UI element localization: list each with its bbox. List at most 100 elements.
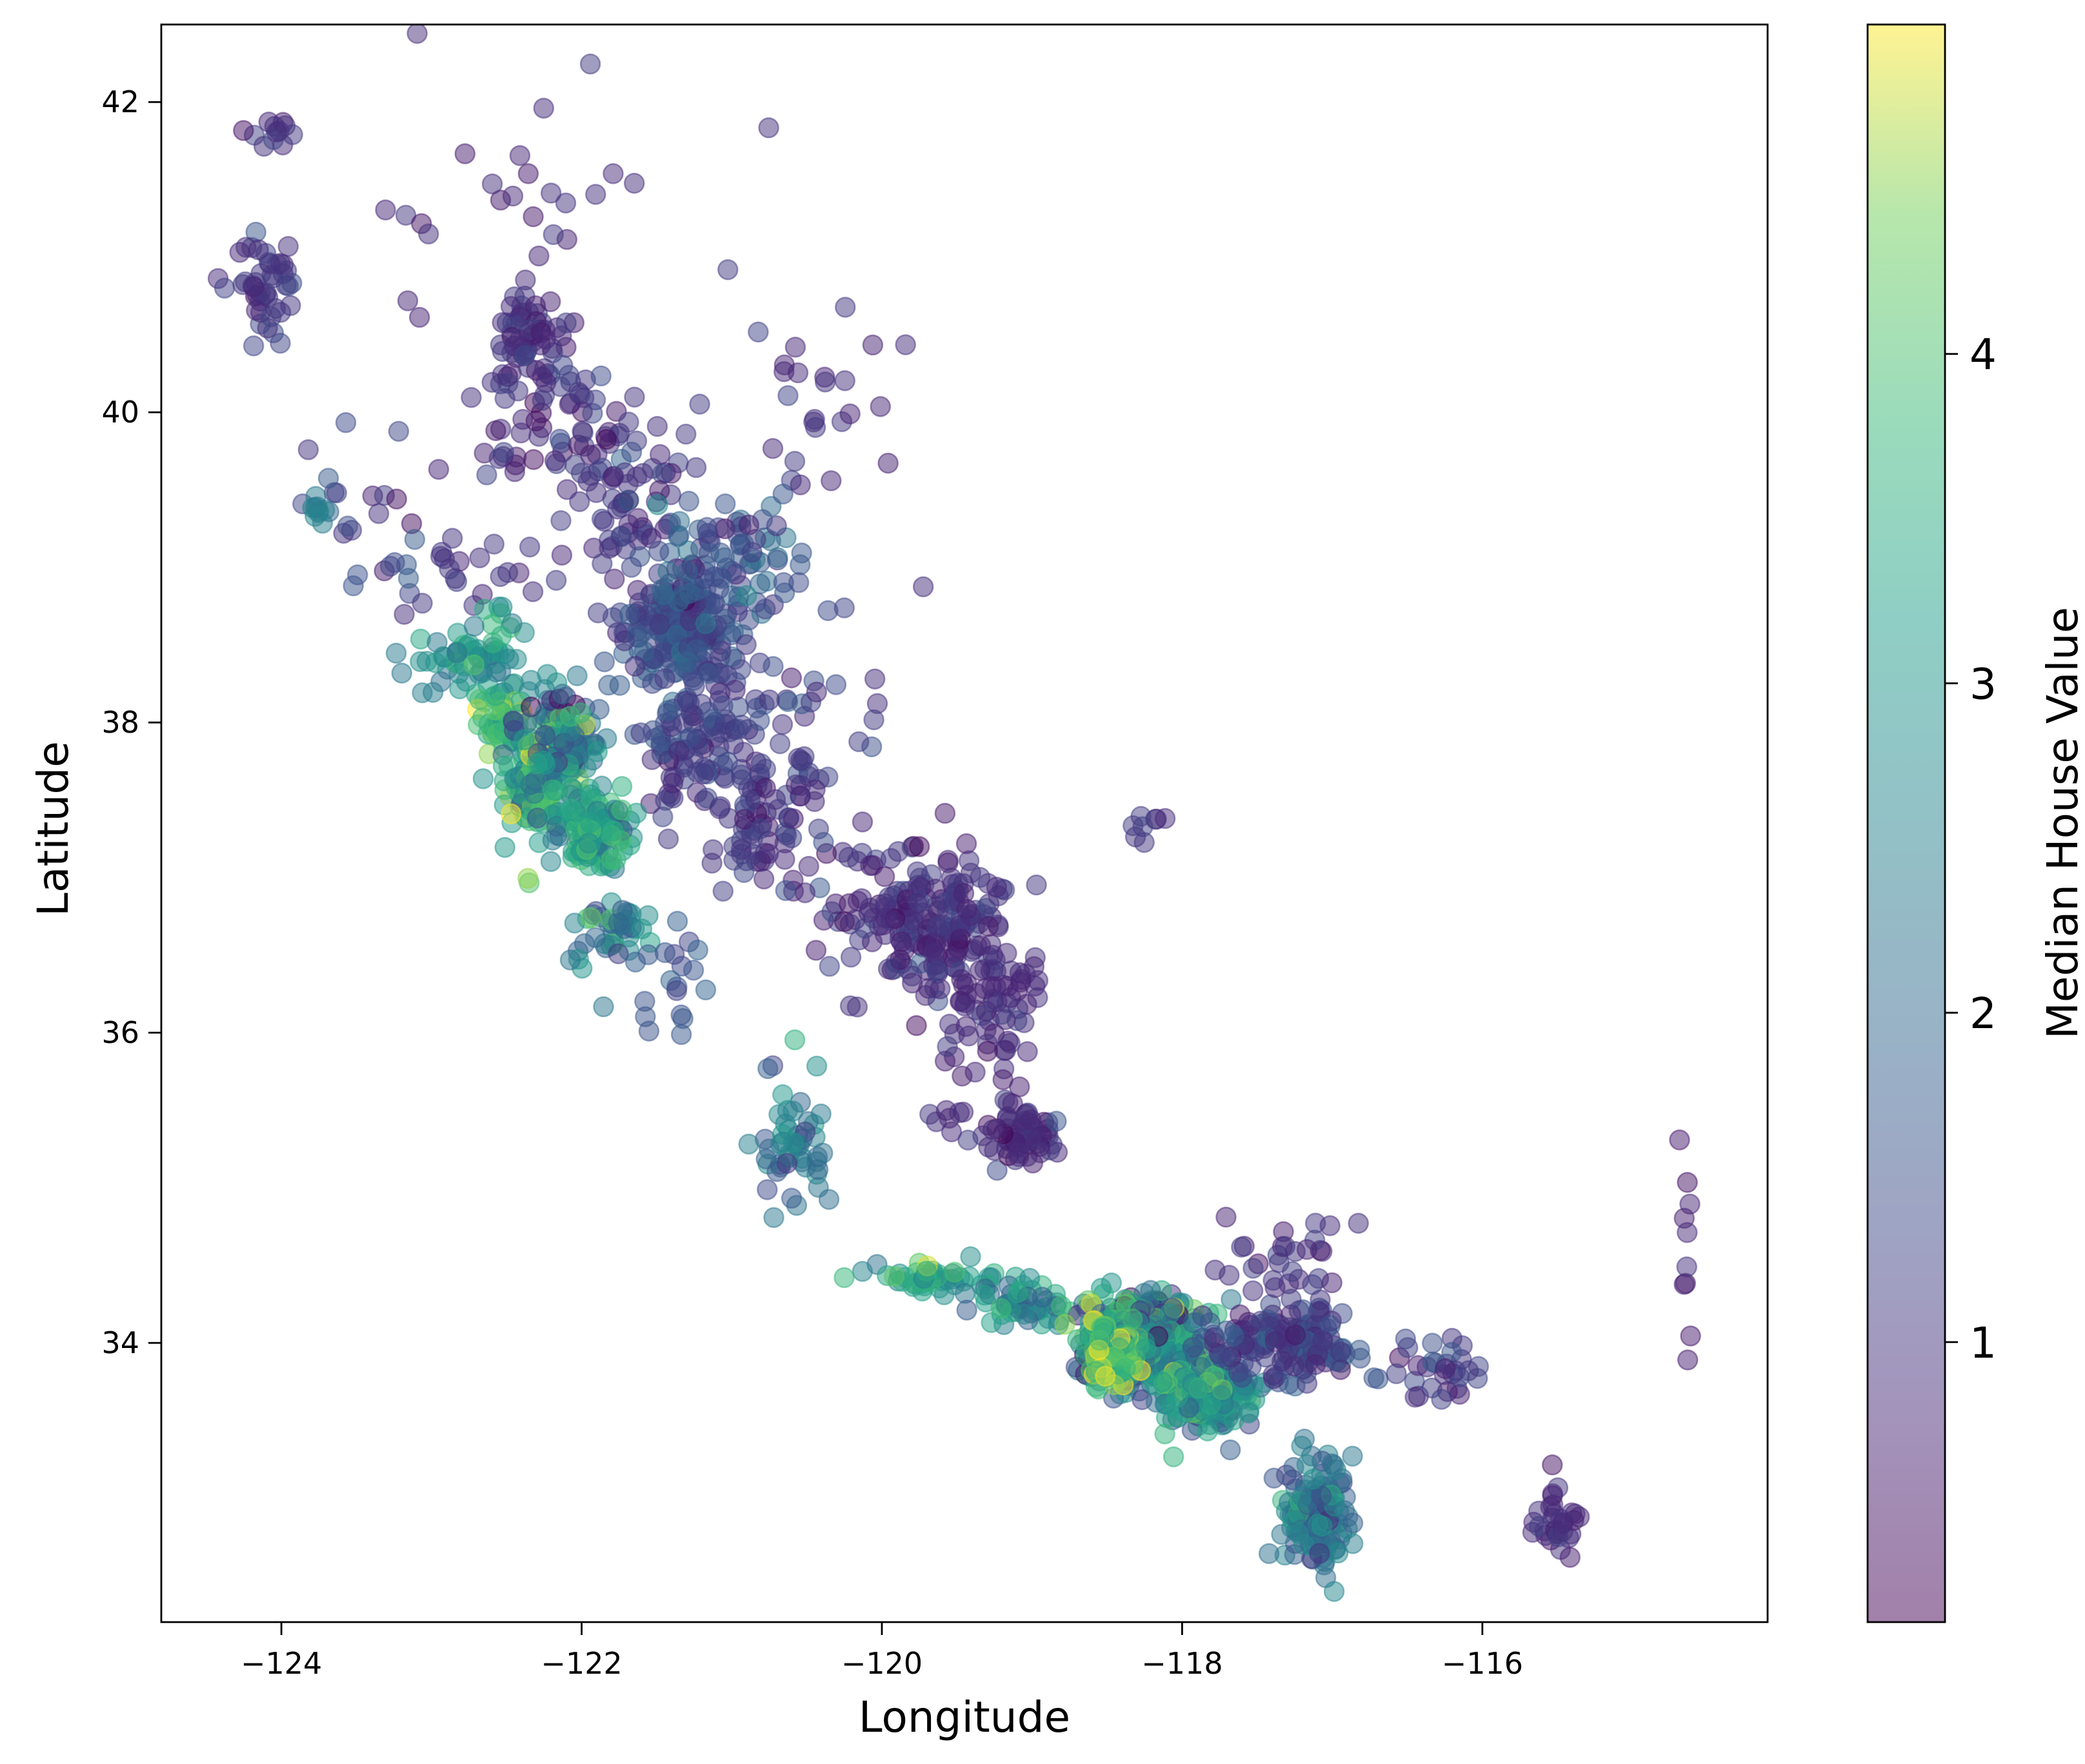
scatter-point [788, 571, 810, 593]
scatter-point [818, 1189, 840, 1210]
scatter-point [1242, 1280, 1264, 1302]
scatter-point [839, 995, 861, 1016]
scatter-point [534, 724, 556, 746]
scatter-point [537, 664, 558, 685]
scatter-point [715, 493, 736, 515]
scatter-point [1342, 1512, 1364, 1534]
scatter-point [579, 812, 601, 833]
scatter-point [741, 542, 763, 563]
x-axis: −124 −122 −120 −118 −116 [241, 1622, 1523, 1681]
scatter-point [463, 654, 485, 676]
scatter-point [1050, 1295, 1072, 1317]
scatter-point [517, 163, 539, 184]
scatter-point [926, 917, 948, 938]
scatter-point [890, 931, 912, 953]
y-axis-label: Latitude [28, 741, 78, 917]
scatter-point [497, 562, 519, 583]
x-axis-label: Longitude [859, 1692, 1070, 1742]
colorbar-ticks: 1 2 3 4 [1945, 330, 1997, 1368]
scatter-point [481, 173, 503, 195]
scatter-point [559, 706, 581, 727]
scatter-point [877, 452, 899, 474]
scatter-point [693, 757, 715, 778]
scatter-point [990, 1298, 1012, 1320]
scatter-point [804, 417, 826, 438]
scatter-point [430, 546, 452, 567]
scatter-point [532, 390, 554, 411]
colorbar-tick-label: 4 [1970, 330, 1997, 380]
scatter-point [840, 946, 862, 968]
scatter-point [409, 306, 430, 328]
scatter-point [568, 381, 590, 403]
scatter-point [775, 880, 797, 902]
scatter-point [763, 1207, 784, 1228]
scatter-point [790, 554, 811, 575]
scatter-point [697, 662, 719, 684]
scatter-point [1135, 1338, 1157, 1360]
scatter-point [388, 421, 410, 442]
scatter-point [1302, 1469, 1324, 1490]
scatter-point [214, 277, 235, 299]
scatter-point [608, 943, 629, 964]
scatter-point [603, 163, 624, 184]
scatter-point [978, 1136, 999, 1158]
x-tick-label: −120 [841, 1646, 923, 1681]
scatter-point [654, 668, 675, 689]
y-tick-label: 40 [101, 395, 139, 430]
scatter-points [207, 25, 1701, 1602]
scatter-point [482, 632, 504, 653]
scatter-point [847, 890, 869, 912]
scatter-point [1302, 1274, 1323, 1295]
scatter-point [806, 1055, 828, 1077]
scatter-point [669, 511, 690, 532]
scatter-point [903, 910, 924, 931]
scatter-point [714, 713, 735, 735]
scatter-point [634, 991, 655, 1012]
colorbar-tick-label: 1 [1970, 1318, 1997, 1368]
scatter-point [670, 1024, 692, 1046]
scatter-point [817, 766, 839, 788]
colorbar-tick-label: 2 [1970, 989, 1997, 1038]
scatter-point [657, 561, 679, 582]
scatter-point [406, 25, 428, 45]
scatter-point [1188, 1378, 1210, 1400]
scatter-point [997, 1030, 1019, 1052]
scatter-point [954, 995, 975, 1017]
scatter-point [772, 483, 793, 505]
scatter-point [757, 1179, 778, 1200]
scatter-point [550, 510, 572, 531]
scatter-point [784, 337, 806, 358]
scatter-point [736, 585, 757, 606]
scatter-point [580, 907, 602, 929]
scatter-point [542, 779, 563, 800]
scatter-point [901, 966, 923, 987]
y-tick-label: 42 [101, 84, 139, 119]
scatter-point [926, 960, 948, 982]
scatter-point [772, 1131, 793, 1153]
scatter-point [533, 97, 555, 119]
scatter-point [1677, 1222, 1698, 1244]
scatter-point [864, 668, 886, 690]
scatter-point [697, 701, 719, 723]
scatter-point [647, 494, 668, 515]
scatter-point [777, 385, 799, 406]
scatter-point [500, 295, 522, 317]
scatter-point [386, 488, 408, 510]
scatter-point [689, 393, 710, 415]
scatter-point [982, 1119, 1004, 1140]
scatter-point [601, 849, 623, 870]
scatter-point [543, 224, 564, 246]
scatter-point [781, 827, 803, 849]
scatter-point [708, 746, 730, 768]
scatter-point [517, 867, 539, 889]
scatter-point [1067, 1329, 1088, 1351]
scatter-point [514, 729, 535, 751]
scatter-point [397, 290, 419, 312]
scatter-point [624, 655, 646, 677]
scatter-point [1026, 874, 1047, 896]
scatter-point [441, 528, 463, 549]
scatter-point [533, 750, 554, 772]
scatter-point [1223, 1325, 1244, 1347]
scatter-point [259, 253, 281, 275]
scatter-point [1122, 1308, 1143, 1330]
